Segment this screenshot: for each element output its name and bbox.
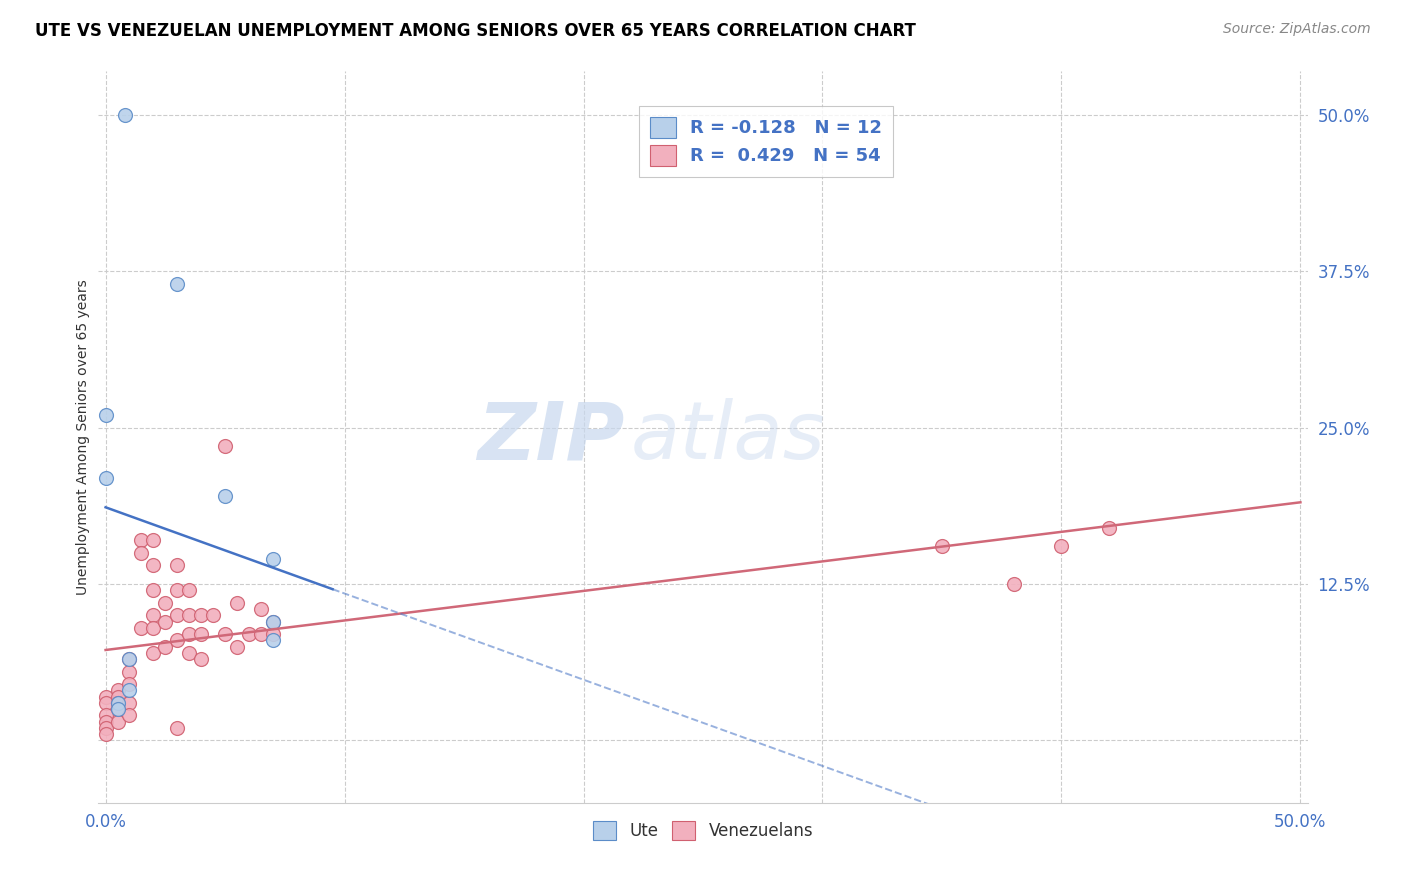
Point [118, 683, 141, 698]
Point [118, 708, 141, 723]
Point [107, 690, 129, 704]
Point [166, 558, 188, 573]
Text: Source: ZipAtlas.com: Source: ZipAtlas.com [1223, 22, 1371, 37]
Point [142, 621, 165, 635]
Point [94, 708, 117, 723]
Legend: Ute, Venezuelans: Ute, Venezuelans [586, 814, 820, 847]
Point [131, 621, 153, 635]
Point [142, 646, 165, 660]
Point [1002, 577, 1025, 591]
Text: UTE VS VENEZUELAN UNEMPLOYMENT AMONG SENIORS OVER 65 YEARS CORRELATION CHART: UTE VS VENEZUELAN UNEMPLOYMENT AMONG SEN… [35, 22, 917, 40]
Point [190, 608, 212, 623]
Point [107, 702, 129, 716]
Point [155, 640, 177, 654]
Point [142, 608, 165, 623]
Point [142, 558, 165, 573]
Point [179, 583, 201, 598]
Point [155, 596, 177, 610]
Point [262, 552, 284, 566]
Point [142, 583, 165, 598]
Point [166, 633, 188, 648]
Point [190, 652, 212, 666]
Point [214, 440, 236, 454]
Y-axis label: Unemployment Among Seniors over 65 years: Unemployment Among Seniors over 65 years [76, 279, 90, 595]
Point [262, 627, 284, 641]
Point [94, 408, 117, 422]
Text: atlas: atlas [630, 398, 825, 476]
Point [166, 721, 188, 735]
Point [107, 696, 129, 710]
Point [94, 721, 117, 735]
Point [190, 627, 212, 641]
Point [118, 665, 141, 679]
Point [94, 727, 117, 741]
Point [250, 627, 273, 641]
Point [94, 690, 117, 704]
Point [166, 277, 188, 291]
Point [107, 702, 129, 716]
Point [179, 627, 201, 641]
Point [1098, 521, 1121, 535]
Point [214, 627, 236, 641]
Point [1050, 540, 1073, 554]
Point [262, 633, 284, 648]
Point [118, 652, 141, 666]
Point [114, 108, 136, 122]
Point [94, 696, 117, 710]
Point [166, 583, 188, 598]
Point [226, 596, 249, 610]
Point [107, 696, 129, 710]
Point [118, 652, 141, 666]
Point [179, 646, 201, 660]
Point [118, 696, 141, 710]
Point [250, 602, 273, 616]
Point [94, 714, 117, 729]
Point [94, 471, 117, 485]
Point [262, 615, 284, 629]
Text: ZIP: ZIP [477, 398, 624, 476]
Point [214, 490, 236, 504]
Point [118, 677, 141, 691]
Point [226, 640, 249, 654]
Point [262, 615, 284, 629]
Point [238, 627, 260, 641]
Point [202, 608, 225, 623]
Point [179, 608, 201, 623]
Point [166, 608, 188, 623]
Point [155, 615, 177, 629]
Point [107, 714, 129, 729]
Point [131, 533, 153, 548]
Point [142, 533, 165, 548]
Point [931, 540, 953, 554]
Point [131, 546, 153, 560]
Point [107, 683, 129, 698]
